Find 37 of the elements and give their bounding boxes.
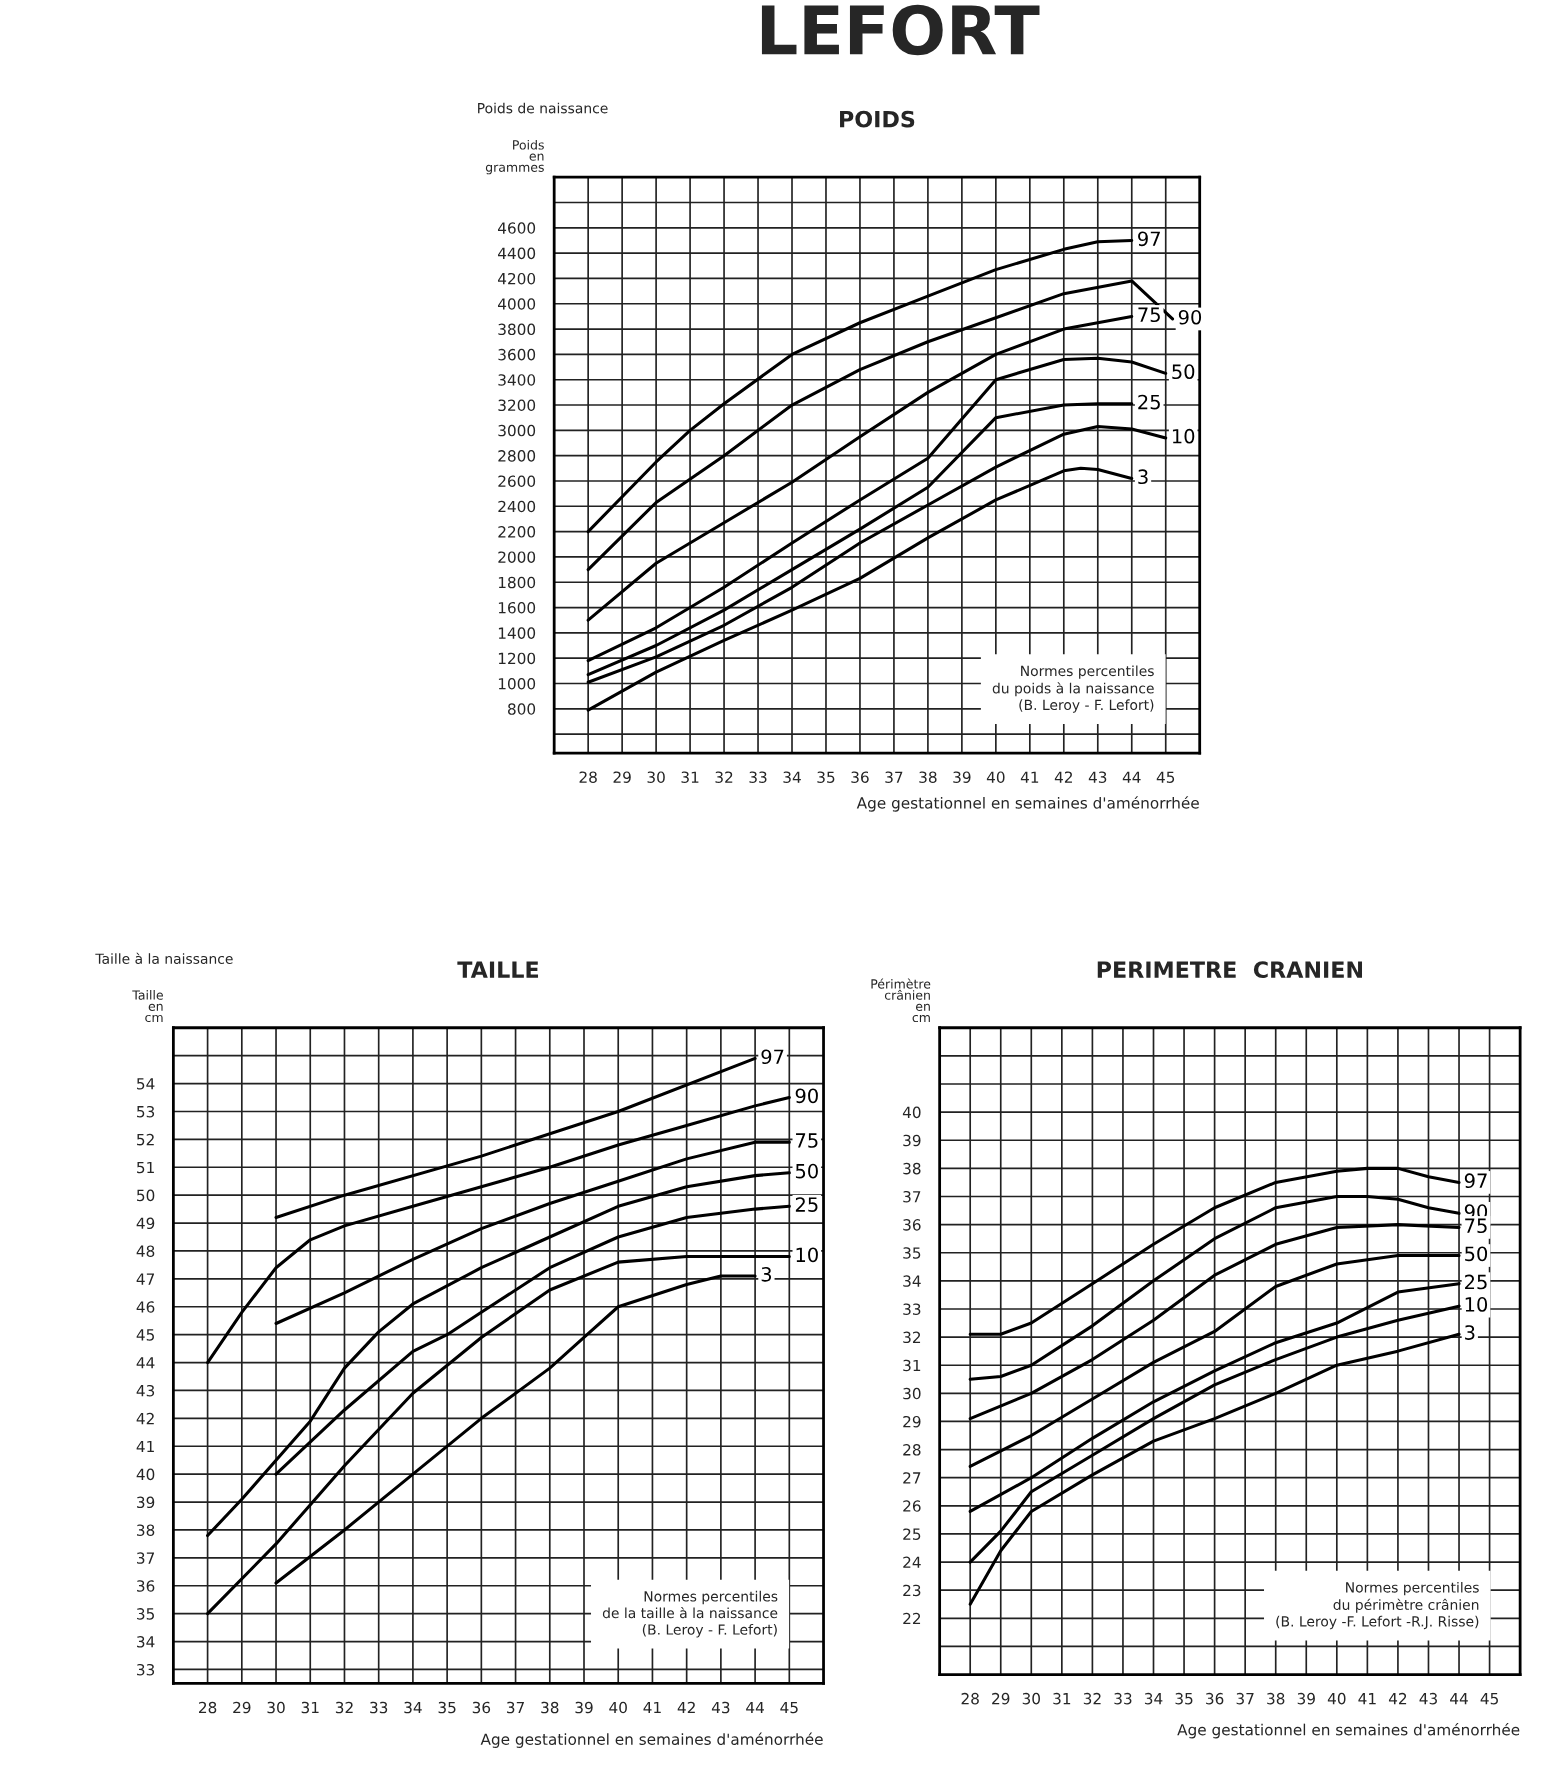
series-label: 25: [1465, 1274, 1487, 1290]
series-label: 90: [795, 1088, 818, 1104]
text: LEFORT: [761, 4, 1040, 56]
series-label: 3: [1465, 1325, 1475, 1340]
series-label: 10: [1172, 428, 1195, 444]
series-label: 50: [1465, 1246, 1488, 1262]
chart-title: PERIMETRE CRANIEN: [1097, 961, 1363, 979]
series-label: 10: [796, 1247, 818, 1263]
line-series: [586, 425, 1168, 684]
series-label: 97: [1138, 231, 1160, 247]
line-series: [968, 1166, 1461, 1336]
line-series: [274, 1204, 791, 1476]
line-series: [206, 1171, 791, 1538]
series-label: 97: [1464, 1173, 1487, 1189]
series-label: 97: [761, 1049, 784, 1065]
chart-title: TAILLE: [457, 961, 539, 978]
series-label: 50: [1172, 364, 1195, 380]
series-label: 75: [796, 1133, 818, 1148]
series-label: 75: [1465, 1218, 1487, 1234]
line-series: [206, 1095, 791, 1365]
series-label: 90: [1178, 309, 1202, 325]
line-series: [274, 1274, 757, 1585]
line-series: [274, 1140, 791, 1326]
line-series: [586, 238, 1134, 534]
series-label: 3: [1138, 469, 1148, 485]
series-label: 10: [1465, 1297, 1488, 1312]
series-label: 3: [761, 1267, 772, 1282]
line-series: [586, 279, 1175, 572]
series-label: 25: [1138, 394, 1160, 410]
line-series: [274, 1056, 757, 1220]
series-label: 25: [795, 1197, 818, 1212]
line-series: [586, 314, 1134, 622]
series-label: 50: [795, 1163, 818, 1179]
series-label: 75: [1138, 307, 1160, 323]
line-series: [586, 356, 1168, 663]
line-series: [206, 1255, 791, 1616]
chart-title: POIDS: [840, 110, 915, 128]
